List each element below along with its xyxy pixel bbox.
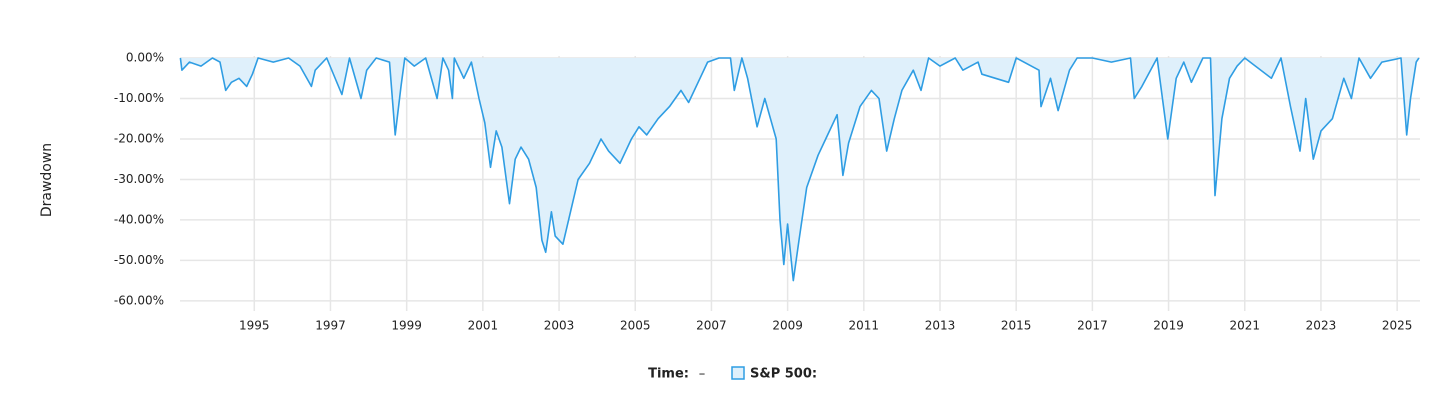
x-tick-label: 1997 (315, 319, 346, 333)
x-tick-label: 2009 (772, 319, 803, 333)
x-tick-label: 2013 (925, 319, 956, 333)
x-tick-label: 2019 (1153, 319, 1184, 333)
legend-time-label: Time: (648, 367, 689, 382)
y-tick-label: -40.00% (114, 212, 164, 226)
x-tick-label: 2005 (620, 319, 651, 333)
legend-time-value: – (699, 367, 706, 382)
x-tick-label: 2023 (1306, 319, 1337, 333)
x-tick-label: 2021 (1229, 319, 1260, 333)
x-tick-label: 2003 (544, 319, 575, 333)
line (179, 57, 1420, 282)
y-tick-label: 0.00% (126, 51, 164, 65)
y-tick-label: -60.00% (114, 293, 164, 307)
x-tick-label: 1995 (239, 319, 270, 333)
y-tick-label: -20.00% (114, 131, 164, 145)
x-tick-label: 2011 (849, 319, 880, 333)
legend-series-label[interactable]: S&P 500: (750, 367, 817, 382)
y-tick-label: -50.00% (114, 253, 164, 267)
y-axis-label: Drawdown (39, 143, 55, 217)
x-tick-label: 2025 (1382, 319, 1413, 333)
x-tick-label: 2015 (1001, 319, 1032, 333)
y-tick-label: -10.00% (114, 91, 164, 105)
x-tick-label: 2017 (1077, 319, 1108, 333)
x-tick-label: 2007 (696, 319, 727, 333)
legend-swatch (731, 366, 745, 380)
y-tick-label: -30.00% (114, 172, 164, 186)
area (180, 58, 1419, 281)
x-tick-label: 1999 (391, 319, 422, 333)
x-tick-label: 2001 (468, 319, 499, 333)
